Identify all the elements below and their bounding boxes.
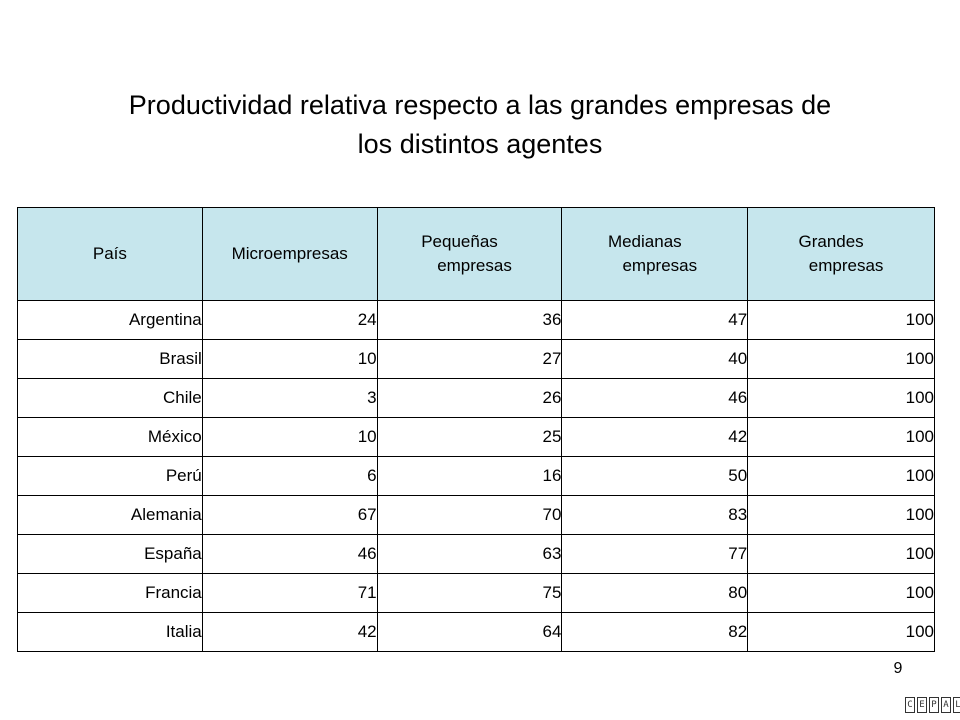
cell-country: Alemania	[17, 495, 203, 535]
cell-pequenas: 75	[376, 573, 563, 613]
table-row: Chile 3 26 46 100	[17, 378, 935, 418]
cell-medianas: 40	[561, 339, 749, 379]
cepal-logo-letter: C	[905, 697, 915, 713]
cell-medianas: 46	[561, 378, 749, 418]
cell-grandes: 100	[747, 417, 935, 457]
cell-pequenas: 63	[376, 534, 563, 574]
header-grandes-line-2: empresas	[808, 256, 884, 275]
cepal-logo-letter: P	[929, 697, 939, 713]
header-pais: País	[17, 207, 203, 301]
table-row: México 10 25 42 100	[17, 417, 935, 457]
cell-micro: 71	[201, 573, 378, 613]
slide-title: Productividad relativa respecto a las gr…	[40, 86, 920, 164]
cell-country: Perú	[17, 456, 203, 496]
table-row: Brasil 10 27 40 100	[17, 339, 935, 379]
cell-micro: 24	[201, 300, 378, 340]
cell-medianas: 80	[561, 573, 749, 613]
header-grandes-empresas: Grandes empresas	[747, 207, 935, 301]
cell-country: España	[17, 534, 203, 574]
cell-micro: 10	[201, 339, 378, 379]
header-pequenas-line-1: Pequeñas	[421, 232, 498, 251]
cell-country: Argentina	[17, 300, 203, 340]
cell-medianas: 47	[561, 300, 749, 340]
table-header-row: País Microempresas Pequeñas empresas Med…	[17, 207, 935, 301]
cell-micro: 46	[201, 534, 378, 574]
slide-title-line-2: los distintos agentes	[357, 129, 603, 159]
cell-medianas: 42	[561, 417, 749, 457]
cell-pequenas: 26	[376, 378, 563, 418]
table-row: España 46 63 77 100	[17, 534, 935, 574]
header-medianas-empresas: Medianas empresas	[561, 207, 749, 301]
cell-pequenas: 27	[376, 339, 563, 379]
cell-micro: 42	[201, 612, 378, 652]
cell-grandes: 100	[747, 612, 935, 652]
header-pequenas-empresas: Pequeñas empresas	[376, 207, 563, 301]
cepal-logo-letter: L	[953, 697, 960, 713]
cell-country: Italia	[17, 612, 203, 652]
cell-grandes: 100	[747, 339, 935, 379]
header-pequenas-line-2: empresas	[437, 256, 512, 275]
cell-micro: 67	[201, 495, 378, 535]
table-row: Argentina 24 36 47 100	[17, 300, 935, 340]
cell-grandes: 100	[747, 495, 935, 535]
cell-pequenas: 16	[376, 456, 563, 496]
table-row: Alemania 67 70 83 100	[17, 495, 935, 535]
header-medianas-line-2: empresas	[622, 256, 698, 275]
cepal-logo-letter: E	[917, 697, 927, 713]
cell-country: Francia	[17, 573, 203, 613]
cell-grandes: 100	[747, 573, 935, 613]
cell-grandes: 100	[747, 456, 935, 496]
cell-micro: 6	[201, 456, 378, 496]
header-medianas-line-1: Medianas	[607, 232, 682, 251]
cell-country: Brasil	[17, 339, 203, 379]
header-microempresas-label: Microempresas	[231, 244, 348, 263]
cell-micro: 3	[201, 378, 378, 418]
slide-title-line-1: Productividad relativa respecto a las gr…	[128, 90, 832, 120]
cell-pequenas: 64	[376, 612, 563, 652]
header-pais-label: País	[92, 244, 127, 263]
table-row: Francia 71 75 80 100	[17, 573, 935, 613]
cepal-logo: C E P A L	[905, 697, 960, 713]
page-number: 9	[893, 660, 903, 677]
cell-medianas: 50	[561, 456, 749, 496]
cell-grandes: 100	[747, 534, 935, 574]
cell-grandes: 100	[747, 378, 935, 418]
cell-medianas: 83	[561, 495, 749, 535]
header-grandes-line-1: Grandes	[798, 232, 864, 251]
cepal-logo-letter: A	[941, 697, 951, 713]
table-row: Italia 42 64 82 100	[17, 612, 935, 652]
header-microempresas: Microempresas	[201, 207, 378, 301]
cell-medianas: 77	[561, 534, 749, 574]
cell-pequenas: 36	[376, 300, 563, 340]
cell-pequenas: 70	[376, 495, 563, 535]
cell-medianas: 82	[561, 612, 749, 652]
productivity-table: País Microempresas Pequeñas empresas Med…	[17, 207, 935, 652]
cell-micro: 10	[201, 417, 378, 457]
cell-grandes: 100	[747, 300, 935, 340]
table-row: Perú 6 16 50 100	[17, 456, 935, 496]
cell-country: México	[17, 417, 203, 457]
cell-pequenas: 25	[376, 417, 563, 457]
cell-country: Chile	[17, 378, 203, 418]
